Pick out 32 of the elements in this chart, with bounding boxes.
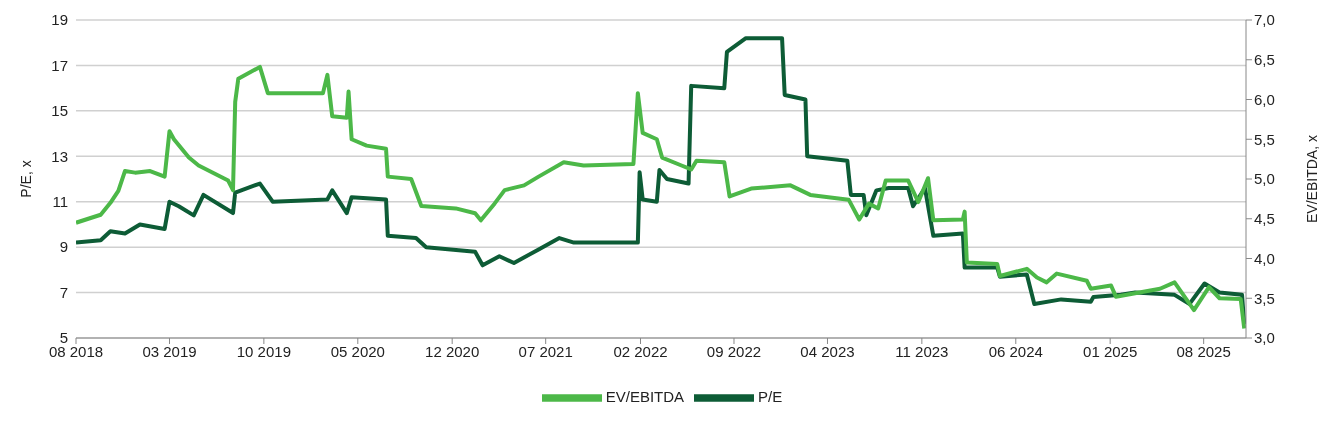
x-tick-label: 02 2022 [613, 342, 668, 360]
x-tick-label: 10 2019 [236, 342, 291, 360]
x-tick-label: 03 2019 [142, 342, 197, 360]
x-tick-label: 09 2022 [706, 342, 762, 360]
y2-tick-label: 7,0 [1254, 11, 1275, 29]
x-tick-label: 04 2023 [800, 342, 855, 360]
y2-tick-label: 3,0 [1254, 329, 1275, 347]
x-tick-label: 12 2020 [425, 342, 480, 360]
y2-tick-label: 6,5 [1254, 51, 1275, 69]
x-tick-label: 05 2020 [330, 342, 385, 360]
y-tick-label: 7 [59, 283, 68, 301]
y-tick-label: 19 [51, 11, 68, 29]
x-tick-label: 01 2025 [1083, 342, 1138, 360]
y2-tick-label: 4,5 [1254, 210, 1275, 228]
x-tick-label: 11 2023 [895, 342, 949, 360]
y2-tick-label: 3,5 [1254, 289, 1275, 307]
x-tick-label: 07 2021 [518, 342, 573, 360]
legend-label: P/E [758, 387, 783, 405]
y-axis-title: P/E, x [17, 160, 34, 198]
y-tick-label: 13 [51, 147, 68, 165]
y2-tick-label: 4,0 [1254, 249, 1275, 267]
y-tick-label: 15 [51, 102, 68, 120]
x-tick-label: 06 2024 [988, 342, 1043, 360]
legend-label: EV/EBITDA [605, 387, 685, 405]
y2-axis-title: EV/EBITDA, x [1303, 135, 1320, 223]
y2-tick-label: 5,0 [1254, 170, 1275, 188]
y-tick-label: 17 [51, 56, 68, 74]
y2-tick-label: 6,0 [1254, 90, 1275, 108]
x-tick-label: 08 2025 [1176, 342, 1231, 360]
y-tick-label: 11 [52, 193, 68, 211]
y-tick-label: 9 [59, 238, 68, 256]
y2-tick-label: 5,5 [1254, 130, 1275, 148]
